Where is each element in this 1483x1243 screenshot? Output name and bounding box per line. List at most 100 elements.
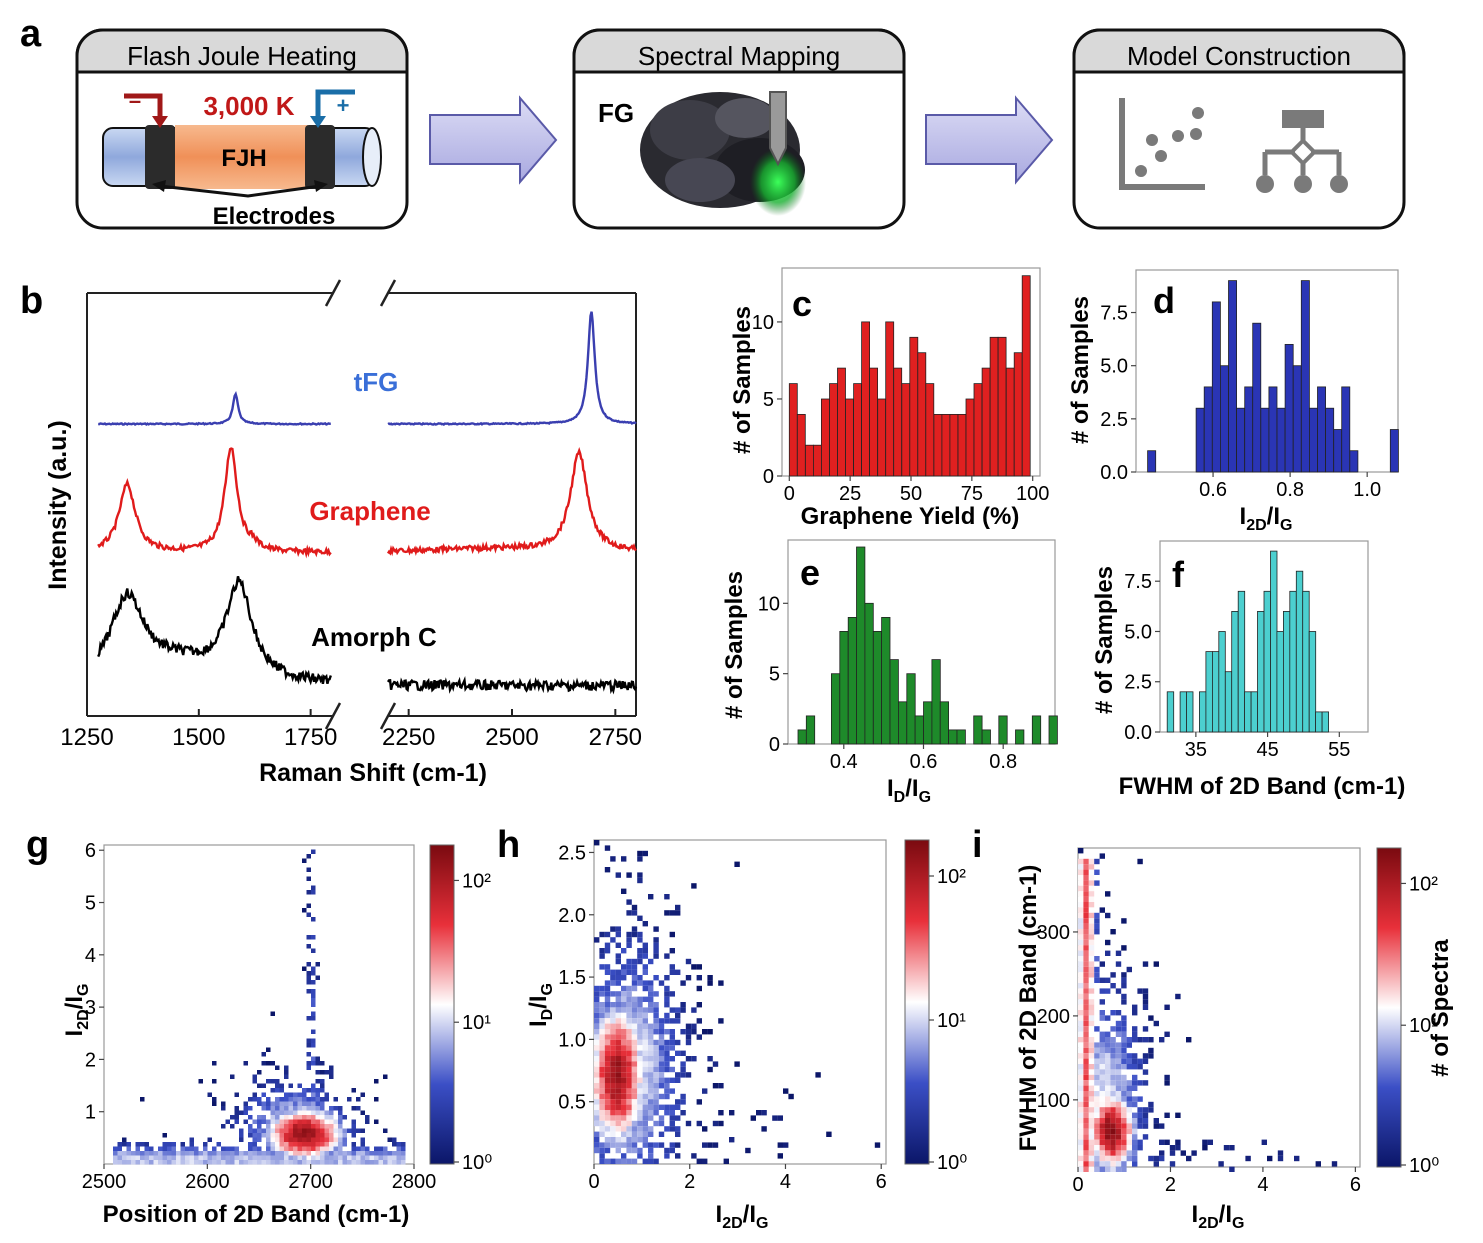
heatmap-cell [615, 1158, 621, 1164]
heatmap-cell [1153, 1118, 1159, 1124]
heatmap-cell [306, 1128, 311, 1133]
heatmap-cell [126, 1146, 131, 1151]
bar-c [885, 321, 895, 477]
heatmap-cell [1083, 950, 1089, 956]
heatmap-cell [320, 1155, 325, 1160]
heatmap-cell [615, 969, 621, 975]
heatmap-cell [342, 1142, 347, 1147]
heatmap-cell [1132, 1004, 1138, 1010]
heatmap-cell [131, 1155, 136, 1160]
heatmap-cell [604, 1050, 611, 1056]
heatmap-cell [401, 1155, 406, 1160]
heatmap-cell [306, 876, 311, 881]
heatmap-cell [284, 1065, 289, 1070]
heatmap-cell [293, 1106, 298, 1111]
heatmap-cell [604, 1072, 611, 1078]
heatmap-cell [311, 1061, 316, 1066]
heatmap-cell [338, 1119, 343, 1124]
heatmap-cell [1121, 1155, 1127, 1162]
heatmap-cell [604, 1147, 611, 1154]
y-tick-label-g: 1 [85, 1102, 96, 1124]
heatmap-cell [1115, 1101, 1122, 1108]
heatmap-cell [1137, 1096, 1143, 1102]
heatmap-cell [284, 1097, 289, 1102]
heatmap-cell [333, 1160, 338, 1165]
heatmap-cell [642, 1120, 648, 1127]
heatmap-cell [642, 1137, 648, 1143]
heatmap-cell [1094, 1150, 1100, 1156]
heatmap-cell [1078, 902, 1084, 908]
heatmap-cell [621, 969, 627, 975]
heatmap-cell [297, 1119, 302, 1124]
heatmap-cell [702, 1126, 708, 1132]
heatmap-cell [653, 953, 659, 959]
heatmap-cell [1132, 1080, 1138, 1086]
heatmap-cell [270, 1137, 275, 1142]
heatmap-cell [261, 1115, 266, 1120]
box-title-model: Model Construction [1127, 41, 1351, 71]
heatmap-cell [275, 1119, 280, 1124]
heatmap-cell [351, 1106, 356, 1111]
heatmap-cell [396, 1160, 401, 1165]
heatmap-cell [594, 1007, 600, 1013]
heatmap-cell [288, 1110, 293, 1115]
heatmap-cell [1088, 1112, 1095, 1118]
heatmap-cell [311, 1092, 316, 1097]
heatmap-cell [275, 1151, 280, 1156]
heatmap-cell [734, 861, 740, 867]
heatmap-cell [374, 1155, 379, 1160]
heatmap-cell [1099, 999, 1105, 1005]
heatmap-cell [1094, 972, 1100, 978]
heatmap-cell [1137, 1107, 1143, 1113]
heatmap-cell [631, 1023, 638, 1029]
heatmap-cell [750, 1115, 756, 1121]
heatmap-cell [1083, 869, 1089, 875]
heatmap-cell [664, 1093, 670, 1100]
heatmap-cell [297, 1083, 302, 1088]
heatmap-cell [610, 1039, 616, 1046]
heatmap-cell [1099, 1134, 1105, 1140]
heatmap-cell [284, 1151, 289, 1156]
heatmap-cells-h [594, 840, 881, 1164]
heatmap-cell [356, 1106, 361, 1111]
heatmap-cell [1083, 1096, 1089, 1102]
heatmap-cell [288, 1155, 293, 1160]
heatmap-cell [702, 1142, 708, 1148]
x-tick-label-b: 1750 [284, 724, 337, 751]
heatmap-cell [248, 1124, 253, 1129]
heatmap-cell [594, 1039, 600, 1046]
heatmap-cell [396, 1151, 401, 1156]
heatmap-cell [275, 1128, 280, 1133]
workflow-box-mapping: Spectral Mapping FG [572, 28, 906, 230]
heatmap-cell [351, 1146, 356, 1151]
heatmap-cell [664, 1126, 670, 1132]
heatmap-cell [626, 1104, 632, 1110]
heatmap-cell [266, 1155, 271, 1160]
bar-f [1244, 691, 1252, 733]
heatmap-cell [664, 1039, 670, 1046]
heatmap-cell [707, 1056, 713, 1062]
workflow-box-fjh: Flash Joule Heating FJH 3,000 K – + Elec… [75, 28, 409, 230]
heatmap-cell [378, 1160, 383, 1165]
heatmap-cell [1094, 1085, 1100, 1091]
x-tick-label-h: 0 [588, 1171, 599, 1193]
heatmap-cell [356, 1097, 361, 1102]
heatmap-cell [1088, 1128, 1095, 1135]
heatmap-cell [642, 1077, 648, 1083]
heatmap-cell [234, 1146, 239, 1151]
heatmap-cell [642, 953, 648, 959]
heatmap-cell [653, 1012, 659, 1019]
heatmap-cell [1099, 1053, 1105, 1059]
heatmap-cell [135, 1160, 140, 1165]
heatmap-cell [712, 1142, 719, 1148]
heatmap-cell [610, 1061, 616, 1067]
heatmap-cell [306, 1124, 311, 1129]
heatmap-cell [122, 1160, 127, 1165]
heatmap-cell [621, 1115, 627, 1121]
heatmap-cell [653, 1088, 659, 1094]
heatmap-cell [338, 1137, 343, 1142]
heatmap-cell [594, 1093, 600, 1100]
heatmap-cell [675, 1099, 681, 1105]
heatmap-cell [279, 1115, 284, 1120]
heatmap-cell [1083, 1118, 1089, 1124]
